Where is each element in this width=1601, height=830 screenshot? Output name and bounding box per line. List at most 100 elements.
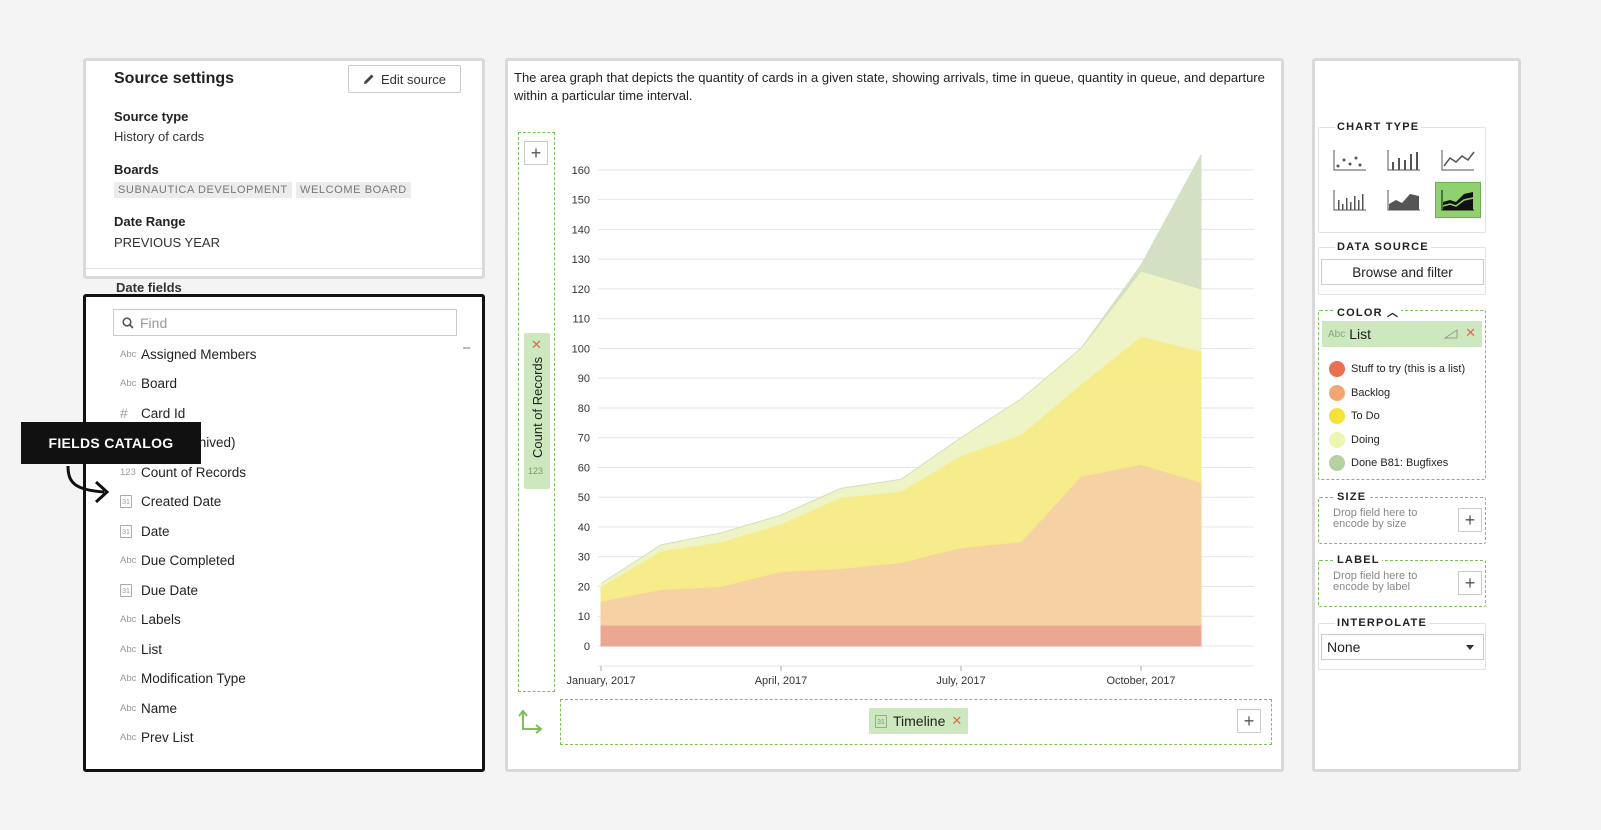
add-label-field-button[interactable]: + — [1458, 571, 1482, 595]
y-tick-label: 130 — [572, 254, 590, 266]
x-field-pill[interactable]: 31 Timeline ✕ — [869, 708, 969, 734]
calendar-icon: 31 — [120, 583, 132, 597]
label-section[interactable]: LABEL Drop field here to encode by label… — [1318, 554, 1486, 607]
size-section[interactable]: SIZE Drop field here to encode by size + — [1318, 491, 1486, 544]
edit-source-button[interactable]: Edit source — [348, 65, 461, 93]
field-item[interactable]: Abc Labels — [120, 610, 181, 630]
chart-type-button[interactable] — [1381, 182, 1427, 218]
field-name: Name — [141, 700, 178, 716]
field-type-icon: Abc — [120, 732, 137, 743]
board-tag: SUBNAUTICA DEVELOPMENT — [114, 182, 292, 198]
callout-label: FIELDS CATALOG — [48, 435, 174, 451]
legend-label: Stuff to try (this is a list) — [1351, 363, 1466, 375]
color-section[interactable]: COLOR ︿ Abc List ✕ Stuff to try (this is… — [1318, 304, 1486, 480]
browse-and-filter-button[interactable]: Browse and filter — [1321, 259, 1484, 285]
legend-item[interactable]: Backlog — [1329, 384, 1390, 401]
field-name: Board — [141, 376, 178, 391]
sort-icon[interactable] — [1444, 329, 1458, 339]
field-name: Labels — [141, 612, 181, 627]
chart-type-button[interactable] — [1327, 142, 1373, 178]
field-search-placeholder: Find — [140, 314, 168, 331]
field-name: List — [141, 641, 163, 657]
field-item[interactable]: 31 Date — [120, 521, 170, 541]
caret-down-icon — [1466, 645, 1474, 650]
field-item[interactable]: Abc Assigned Members — [120, 344, 257, 364]
chart-type-button[interactable] — [1381, 142, 1427, 178]
y-axis-shelf[interactable]: + ✕ Count of Records 123 — [518, 132, 555, 692]
add-x-field-button[interactable]: + — [1237, 709, 1261, 733]
field-item[interactable]: Abc Due Completed — [120, 551, 235, 571]
x-tick-label: January, 2017 — [567, 675, 636, 687]
scrollbar[interactable] — [463, 347, 470, 349]
source-settings-panel: Source settings Edit source Source type … — [83, 58, 485, 279]
field-type-icon: Abc — [120, 673, 137, 684]
y-tick-label: 140 — [572, 224, 590, 236]
add-y-field-button[interactable]: + — [524, 141, 548, 165]
area-chart: 0 10 20 30 40 50 60 70 80 90 100 110 120 130 140 150 160… — [567, 154, 1254, 687]
field-item[interactable]: 123 Count of Records — [120, 462, 246, 482]
add-size-field-button[interactable]: + — [1458, 508, 1482, 532]
y-tick-label: 50 — [578, 492, 590, 504]
color-field-type: Abc — [1328, 328, 1346, 340]
legend-swatch — [1329, 408, 1345, 424]
legend-swatch — [1329, 431, 1345, 448]
x-tick-label: April, 2017 — [755, 675, 808, 687]
remove-color-field-icon[interactable]: ✕ — [1465, 325, 1476, 340]
remove-y-field-icon[interactable]: ✕ — [531, 337, 542, 352]
data-source-title: DATA SOURCE — [1335, 241, 1431, 253]
field-name: Prev List — [141, 730, 194, 745]
y-field-pill[interactable]: ✕ Count of Records 123 — [524, 333, 550, 489]
field-item[interactable]: Abc Board — [120, 374, 177, 394]
y-tick-label: 30 — [578, 552, 590, 564]
interpolate-select[interactable]: None — [1321, 634, 1484, 660]
field-item[interactable]: 31 Created Date — [120, 492, 221, 512]
date-range-label: Date Range — [114, 214, 186, 229]
color-field-pill[interactable]: Abc List ✕ — [1322, 321, 1482, 347]
swap-axes-icon[interactable] — [518, 708, 544, 734]
remove-x-field-icon[interactable]: ✕ — [951, 713, 963, 728]
legend-item[interactable]: To Do — [1329, 408, 1380, 424]
chart-description: The area graph that depicts the quantity… — [514, 70, 1265, 103]
field-name: Count of Records — [141, 464, 247, 480]
fields-catalog-callout: FIELDS CATALOG — [21, 422, 201, 464]
x-tick-label: July, 2017 — [936, 675, 985, 687]
field-item[interactable]: Abc Prev List — [120, 728, 194, 748]
size-title: SIZE — [1335, 491, 1369, 503]
legend-item[interactable]: Doing — [1329, 431, 1380, 448]
legend-item[interactable]: Stuff to try (this is a list) — [1329, 361, 1465, 377]
chevron-up-icon[interactable]: ︿ — [1387, 307, 1400, 319]
field-search-input[interactable]: Find — [113, 309, 457, 336]
field-item[interactable]: # Card Id — [120, 403, 185, 423]
date-fields-label: Date fields — [116, 280, 182, 295]
stacked-area-chart-icon — [1441, 190, 1474, 211]
x-field-name: Timeline — [893, 713, 946, 729]
tick-chart-icon — [1333, 190, 1366, 211]
fields-catalog: Find Abc Assigned Members Abc Board # Card Id… — [83, 294, 485, 772]
y-tick-label: 110 — [572, 314, 590, 326]
board-tag: WELCOME BOARD — [296, 182, 411, 198]
calendar-icon: 31 — [120, 495, 132, 508]
field-item[interactable]: Abc Name — [120, 698, 177, 718]
x-axis-shelf[interactable]: 31 Timeline ✕ + — [560, 699, 1272, 745]
field-item[interactable]: 31 Due Date — [120, 580, 198, 600]
field-type-icon: Abc — [120, 702, 137, 714]
legend-label: Done B81: Bugfixes — [1351, 457, 1449, 469]
chart-type-button[interactable] — [1435, 182, 1481, 218]
field-item[interactable]: Abc List — [120, 639, 162, 659]
legend-item[interactable]: Done B81: Bugfixes — [1329, 455, 1448, 471]
interpolate-section: INTERPOLATE — [1318, 617, 1486, 670]
y-tick-label: 120 — [572, 284, 590, 296]
y-field-type: 123 — [528, 466, 544, 476]
chart-type-button[interactable] — [1327, 182, 1373, 218]
y-tick-label: 0 — [584, 641, 590, 653]
interpolate-value: None — [1327, 639, 1361, 655]
config-panel: CHART TYPE DATA SOURCE Browse and filter… — [1312, 58, 1521, 772]
y-tick-label: 80 — [578, 403, 590, 415]
source-type-value: History of cards — [114, 129, 205, 144]
label-hint: Drop field here to encode by label — [1333, 570, 1418, 593]
field-item[interactable]: Abc Modification Type — [120, 669, 246, 689]
chart-type-button[interactable] — [1435, 142, 1481, 178]
field-name: Due Completed — [141, 553, 235, 568]
area-chart-icon — [1387, 190, 1420, 211]
pencil-icon — [363, 74, 374, 84]
